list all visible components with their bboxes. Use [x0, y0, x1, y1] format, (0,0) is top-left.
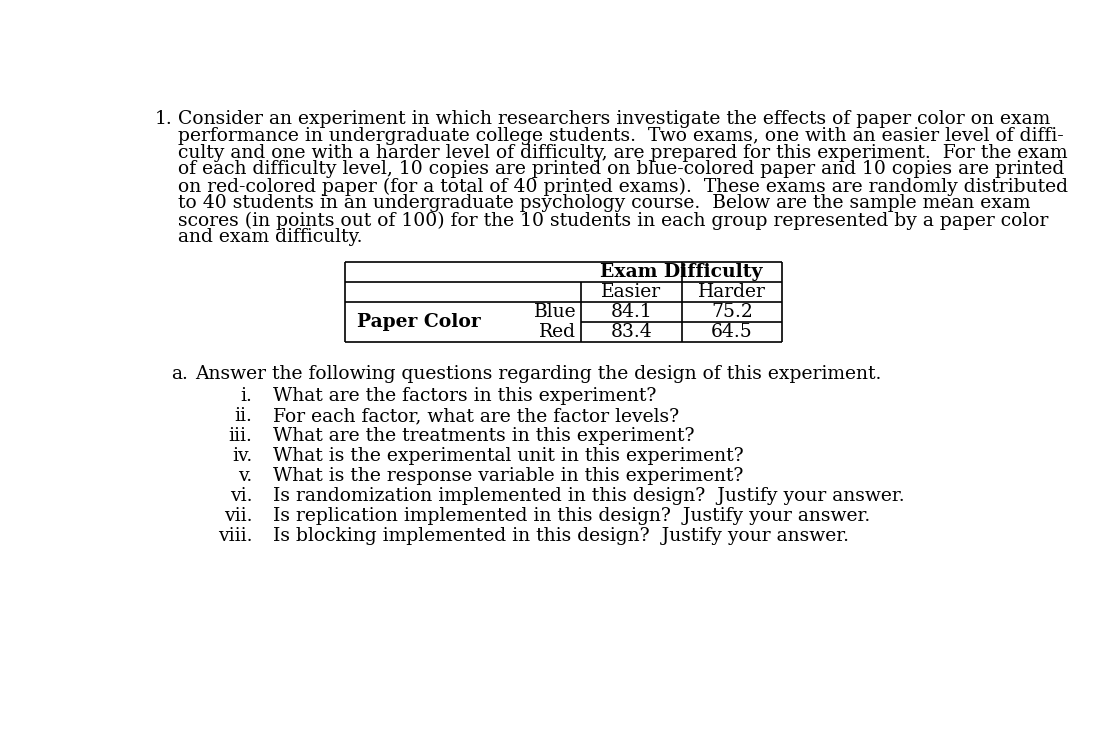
Text: to 40 students in an undergraduate psychology course.  Below are the sample mean: to 40 students in an undergraduate psych… [178, 195, 1031, 212]
Text: 75.2: 75.2 [711, 303, 752, 321]
Text: scores (in points out of 100) for the 10 students in each group represented by a: scores (in points out of 100) for the 10… [178, 211, 1048, 230]
Text: Harder: Harder [698, 283, 766, 301]
Text: For each factor, what are the factor levels?: For each factor, what are the factor lev… [273, 407, 680, 425]
Text: Easier: Easier [601, 283, 661, 301]
Text: vii.: vii. [223, 507, 252, 525]
Text: and exam difficulty.: and exam difficulty. [178, 228, 362, 246]
Text: Is randomization implemented in this design?  Justify your answer.: Is randomization implemented in this des… [273, 487, 904, 505]
Text: What is the response variable in this experiment?: What is the response variable in this ex… [273, 467, 744, 485]
Text: 83.4: 83.4 [610, 323, 652, 341]
Text: 64.5: 64.5 [711, 323, 752, 341]
Text: Is blocking implemented in this design?  Justify your answer.: Is blocking implemented in this design? … [273, 527, 849, 545]
Text: iii.: iii. [229, 427, 252, 445]
Text: v.: v. [238, 467, 252, 485]
Text: viii.: viii. [218, 527, 252, 545]
Text: Is replication implemented in this design?  Justify your answer.: Is replication implemented in this desig… [273, 507, 870, 525]
Text: Paper Color: Paper Color [356, 313, 481, 331]
Text: Blue: Blue [534, 303, 576, 321]
Text: ii.: ii. [234, 407, 252, 425]
Text: 84.1: 84.1 [610, 303, 652, 321]
Text: a.: a. [172, 366, 188, 383]
Text: i.: i. [240, 387, 252, 405]
Text: Consider an experiment in which researchers investigate the effects of paper col: Consider an experiment in which research… [178, 109, 1050, 128]
Text: culty and one with a harder level of difficulty, are prepared for this experimen: culty and one with a harder level of dif… [178, 144, 1067, 161]
Text: 1.: 1. [154, 109, 173, 128]
Text: Red: Red [539, 323, 576, 341]
Text: What is the experimental unit in this experiment?: What is the experimental unit in this ex… [273, 447, 744, 465]
Text: Exam Difficulty: Exam Difficulty [601, 263, 762, 281]
Text: of each difficulty level, 10 copies are printed on blue-colored paper and 10 cop: of each difficulty level, 10 copies are … [178, 161, 1064, 178]
Text: performance in undergraduate college students.  Two exams, one with an easier le: performance in undergraduate college stu… [178, 126, 1064, 145]
Text: What are the factors in this experiment?: What are the factors in this experiment? [273, 387, 657, 405]
Text: What are the treatments in this experiment?: What are the treatments in this experime… [273, 427, 694, 445]
Text: Answer the following questions regarding the design of this experiment.: Answer the following questions regarding… [195, 366, 881, 383]
Text: iv.: iv. [232, 447, 252, 465]
Text: on red-colored paper (for a total of 40 printed exams).  These exams are randoml: on red-colored paper (for a total of 40 … [178, 178, 1068, 196]
Text: vi.: vi. [230, 487, 252, 505]
